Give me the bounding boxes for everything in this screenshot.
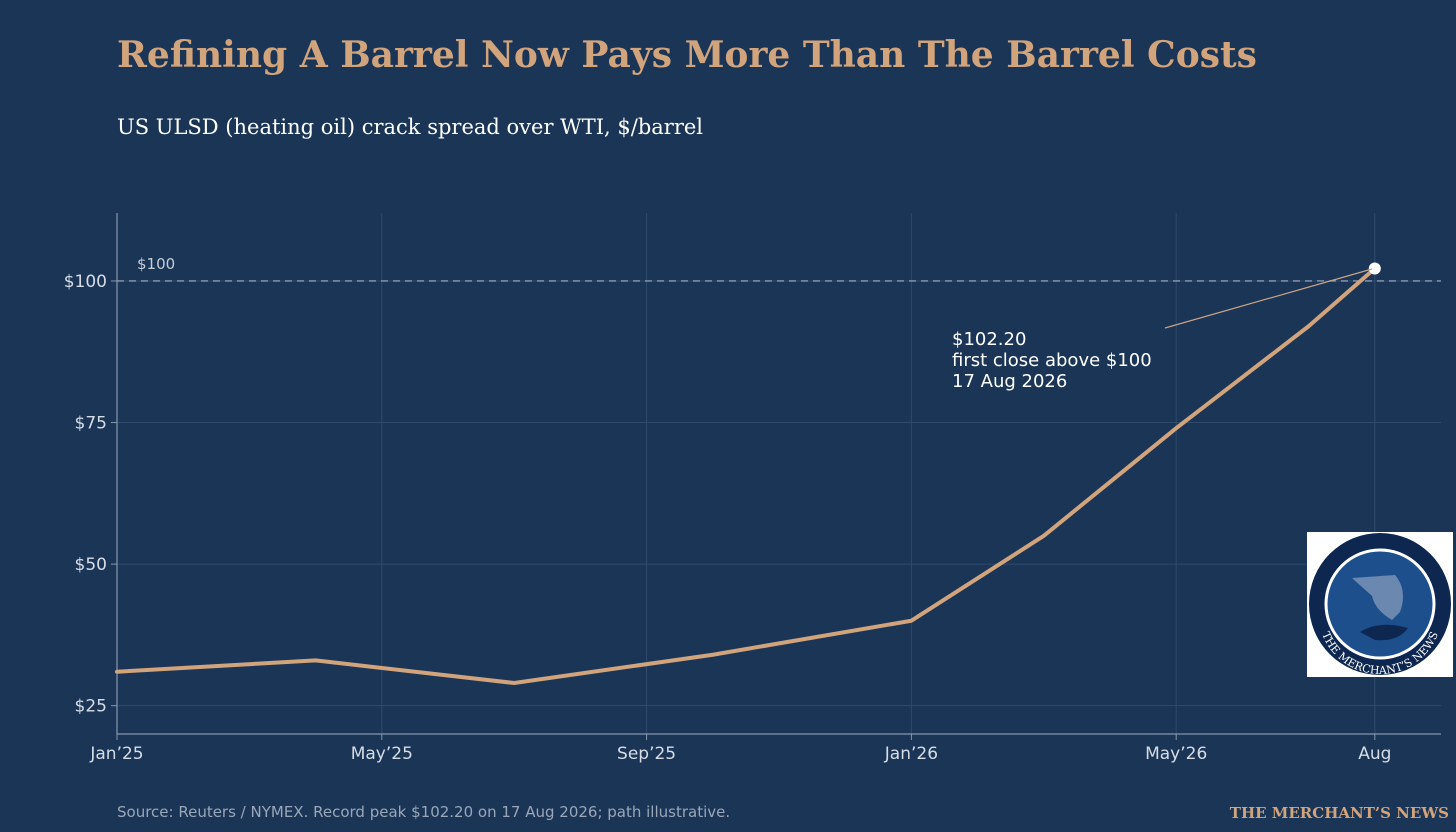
source-note: Source: Reuters / NYMEX. Record peak $10…: [117, 803, 730, 821]
annotation-text: first close above $100: [952, 350, 1152, 371]
x-tick-label: Sep’25: [617, 744, 676, 764]
data-line: [115, 266, 1377, 686]
x-tick-label: May’26: [1145, 744, 1207, 764]
plot-area: $25 $50 $75 $100 Jan’25 May’25 Sep’25 Jan’26 May…: [64, 213, 1441, 764]
reference-label: $100: [137, 255, 175, 273]
logo-figure: [1352, 575, 1404, 620]
x-tick-label: Jan’26: [884, 744, 938, 764]
chart-subtitle: US ULSD (heating oil) crack spread over …: [117, 115, 703, 139]
annotation-arrow: [1164, 268, 1373, 329]
y-tick-label: $100: [64, 272, 107, 292]
x-tick-label: Jan’25: [89, 744, 143, 764]
chart-title: Refining A Barrel Now Pays More Than The…: [117, 34, 1257, 76]
x-tick-label: Aug: [1358, 744, 1391, 764]
logo-wave: [1360, 624, 1408, 641]
peak-marker: [1368, 262, 1381, 275]
annotation-text: 17 Aug 2026: [952, 371, 1067, 392]
y-tick-label: $50: [75, 555, 107, 575]
x-tick-label: May’25: [351, 744, 413, 764]
y-tick-label: $25: [75, 697, 107, 717]
y-tick-label: $75: [75, 414, 107, 434]
annotation-text: $102.20: [952, 329, 1026, 350]
brand: THE MERCHANT’S NEWS: [1230, 804, 1449, 822]
logo: THE MERCHANT’S NEWS: [1307, 532, 1453, 677]
